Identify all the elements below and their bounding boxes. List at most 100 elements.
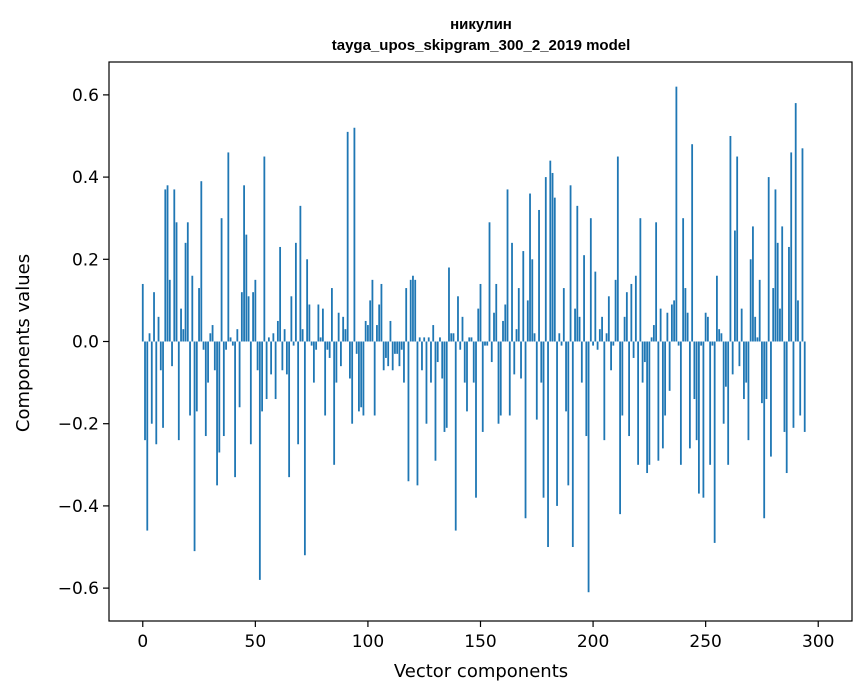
bar xyxy=(204,341,207,437)
bar xyxy=(529,193,531,342)
bar xyxy=(716,275,718,342)
bar xyxy=(263,156,266,342)
bar xyxy=(526,300,529,342)
bar xyxy=(664,341,667,416)
plot-area-frame xyxy=(108,61,853,622)
bar xyxy=(747,341,750,441)
bar xyxy=(358,341,360,412)
bar xyxy=(225,341,227,350)
bar xyxy=(619,341,621,515)
bar xyxy=(459,341,462,350)
bar xyxy=(711,341,714,346)
bar xyxy=(301,329,304,342)
bar xyxy=(373,341,376,416)
bar xyxy=(729,135,732,342)
bar xyxy=(315,341,318,350)
bar xyxy=(661,341,664,449)
chart-title: никулин xyxy=(450,16,512,33)
bar xyxy=(493,312,495,342)
bar xyxy=(200,181,203,342)
bar xyxy=(486,341,489,346)
bar xyxy=(610,341,612,371)
bar xyxy=(367,325,369,342)
bar xyxy=(731,341,734,375)
bar xyxy=(754,316,757,342)
bar xyxy=(346,131,349,342)
bar xyxy=(249,341,252,445)
bar xyxy=(596,341,599,350)
bar xyxy=(294,242,297,342)
bar xyxy=(265,341,268,400)
bar xyxy=(571,341,574,548)
bar xyxy=(686,312,689,342)
bar xyxy=(677,341,680,346)
bar-series xyxy=(141,86,806,593)
bar xyxy=(331,288,333,342)
bar xyxy=(720,333,723,342)
bar xyxy=(141,283,144,342)
bar xyxy=(756,337,759,342)
bar xyxy=(488,222,491,342)
bar xyxy=(727,341,730,465)
bar xyxy=(150,341,153,424)
bar xyxy=(632,341,635,358)
bar xyxy=(668,341,671,391)
bar xyxy=(574,308,576,342)
bar xyxy=(774,189,777,342)
bar xyxy=(497,341,500,424)
bar xyxy=(238,341,241,408)
bar xyxy=(770,341,772,457)
bar xyxy=(535,341,538,420)
bar xyxy=(191,275,194,342)
bar xyxy=(427,337,430,342)
bar xyxy=(758,279,761,342)
bar xyxy=(779,308,781,342)
bar xyxy=(303,341,306,556)
bar xyxy=(556,341,558,506)
bar xyxy=(461,316,464,342)
bar xyxy=(202,341,205,350)
bar xyxy=(589,218,592,342)
bar xyxy=(743,341,745,400)
bar xyxy=(790,152,793,342)
bar xyxy=(785,341,788,474)
bar xyxy=(666,312,669,342)
bar xyxy=(423,337,426,342)
bar xyxy=(490,341,493,363)
bar xyxy=(520,341,522,379)
bar xyxy=(765,341,768,400)
bar xyxy=(709,341,712,465)
bar xyxy=(432,325,435,342)
bar xyxy=(761,341,763,404)
bar xyxy=(646,341,649,474)
bar xyxy=(157,316,160,342)
bar xyxy=(637,341,640,465)
bar xyxy=(317,304,320,342)
bar xyxy=(569,185,572,342)
bar xyxy=(326,341,329,350)
x-tick-label: 50 xyxy=(245,632,267,652)
bar xyxy=(281,341,284,371)
bar xyxy=(625,292,628,342)
bar xyxy=(173,189,176,342)
bar xyxy=(551,172,554,342)
bar xyxy=(468,337,471,342)
y-tick-label: −0.2 xyxy=(58,415,99,435)
bar xyxy=(425,341,428,424)
bar xyxy=(306,259,309,342)
bar xyxy=(369,300,372,342)
bar xyxy=(396,341,399,354)
x-tick-label: 100 xyxy=(352,632,384,652)
bar xyxy=(457,296,459,342)
bar xyxy=(385,341,387,358)
bar xyxy=(261,341,263,412)
bar xyxy=(479,283,482,342)
bar xyxy=(148,333,151,342)
y-axis-label: Components values xyxy=(13,254,34,432)
bar xyxy=(630,283,633,342)
bar xyxy=(576,205,579,342)
bar xyxy=(312,341,315,383)
bar xyxy=(445,341,448,428)
bar xyxy=(340,341,342,367)
bar xyxy=(155,341,158,445)
